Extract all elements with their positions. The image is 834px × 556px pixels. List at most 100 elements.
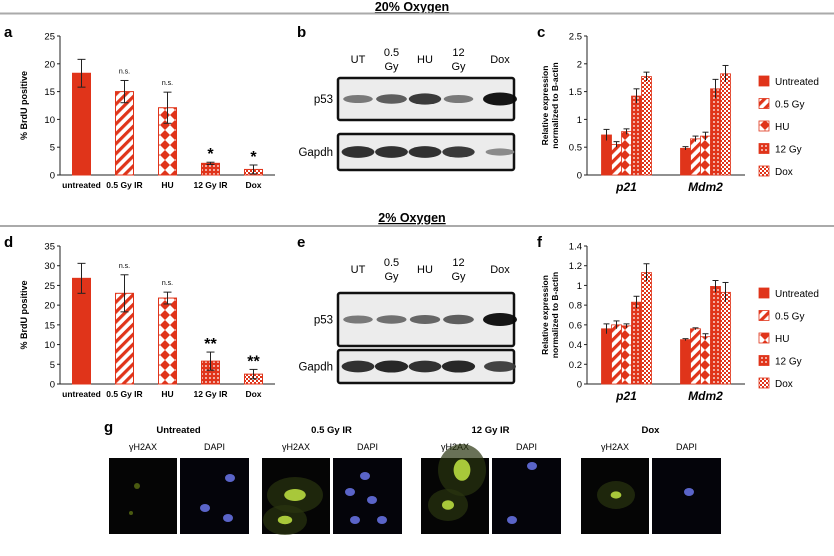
x-category-label: HU (161, 389, 173, 399)
dapi-image (180, 458, 249, 534)
legend-label: HU (775, 334, 789, 345)
bar-mdm2-12-gy (710, 88, 721, 176)
legend-label: 12 Gy (775, 357, 802, 368)
y-tick-label: 1 (577, 115, 582, 126)
bar-p21-0.5-gy (611, 324, 622, 385)
y-tick-label: 0 (577, 380, 582, 391)
protein-band (375, 146, 408, 158)
blot-row-label: Gapdh (298, 362, 333, 374)
y-tick-label: 0.5 (569, 143, 582, 154)
bar-0.5-gy-ir (115, 91, 134, 176)
nucleus (527, 462, 537, 470)
y-tick-label: 0 (50, 171, 55, 182)
gh2ax-image (109, 458, 177, 534)
gh2ax-focus (277, 515, 293, 525)
y-tick-label: 25 (44, 281, 55, 292)
nucleus (360, 472, 370, 480)
y-tick-label: 5 (50, 143, 55, 154)
blot-row-label: p53 (314, 315, 333, 327)
x-category-label: 0.5 Gy IR (106, 389, 142, 399)
x-category-label: untreated (62, 389, 101, 399)
y-tick-label: 1.5 (569, 87, 582, 98)
gh2ax-focus (453, 459, 471, 481)
y-tick-label: 2 (577, 59, 582, 70)
bar-p21-12-gy (631, 95, 642, 176)
y-tick-label: 0.2 (569, 360, 582, 371)
ns-label: n.s. (119, 68, 130, 75)
channel-label-dapi: DAPI (204, 442, 225, 452)
bar-mdm2-dox (720, 73, 731, 176)
lane-label: Gy (451, 61, 466, 73)
protein-band (374, 360, 409, 373)
blot-row-label: Gapdh (298, 147, 333, 159)
nucleus (684, 488, 694, 496)
y-axis-label: Relative expression normalized to B-actin (540, 62, 560, 148)
x-category-label: Mdm2 (688, 180, 723, 194)
bar-mdm2-12-gy (710, 286, 721, 385)
y-axis-label: % BrdU positive (19, 71, 29, 140)
protein-band (408, 93, 442, 105)
y-tick-label: 15 (44, 320, 55, 331)
protein-band (408, 146, 442, 158)
y-tick-label: 5 (50, 360, 55, 371)
dapi-image (492, 458, 561, 534)
legend-label: 0.5 Gy (775, 312, 804, 323)
legend-swatch (758, 75, 770, 87)
y-tick-label: 2.5 (569, 32, 582, 43)
y-tick-label: 20 (44, 301, 55, 312)
condition-label: 0.5 Gy IR (311, 425, 352, 436)
lane-label: UT (351, 54, 366, 66)
section-title-2: 2% Oxygen (378, 211, 445, 225)
ns-label: n.s. (162, 80, 173, 87)
bar-mdm2-untreated (680, 339, 691, 385)
protein-band (483, 92, 517, 106)
y-axis-label-line: normalized to B-actin (550, 62, 560, 148)
nucleus (200, 504, 210, 512)
protein-band (442, 146, 475, 158)
bar-mdm2-dox (720, 291, 731, 385)
protein-band (443, 314, 474, 325)
lane-label: 12 (452, 257, 464, 269)
nucleus (345, 488, 355, 496)
nucleus (507, 516, 517, 524)
lane-label: 0.5 (384, 257, 399, 269)
x-category-label: p21 (615, 180, 637, 194)
nucleus (350, 516, 360, 524)
significance-marker: ** (247, 353, 260, 370)
protein-band (376, 94, 407, 104)
y-tick-label: 0.8 (569, 301, 582, 312)
x-category-label: Dox (245, 180, 261, 190)
gh2ax-focus (610, 491, 622, 499)
protein-band (485, 148, 515, 156)
lane-label: HU (417, 264, 433, 276)
legend-swatch (758, 332, 770, 344)
legend-swatch (758, 310, 770, 321)
chart-d: 0 5 10 15 20 25 30 35 untreated 0.5 Gy IR n.s. HU n.… (19, 242, 275, 399)
bar-hu (158, 297, 177, 385)
legend-swatch (758, 355, 770, 366)
lane-label: HU (417, 54, 433, 66)
lane-label: Gy (384, 271, 399, 283)
legend-swatch (758, 98, 770, 109)
panel-letter-g: g (104, 419, 113, 436)
legend-label: 0.5 Gy (775, 100, 804, 111)
x-category-label: untreated (62, 180, 101, 190)
bar-p21-hu (621, 325, 632, 385)
protein-band (441, 360, 476, 373)
legend-label: Dox (775, 379, 793, 390)
y-tick-label: 0.6 (569, 320, 582, 331)
significance-marker: * (207, 146, 214, 163)
lane-label: Dox (490, 264, 510, 276)
legend-swatch (758, 165, 770, 177)
legend-swatch (758, 143, 770, 154)
bar-mdm2-0.5-gy (690, 138, 701, 176)
bar-untreated (72, 72, 91, 176)
panel-letter-a: a (4, 24, 13, 41)
bar-mdm2-untreated (680, 147, 691, 176)
legend-label: 12 Gy (775, 145, 802, 156)
y-tick-label: 1 (577, 281, 582, 292)
microscopy-group: Untreated γH2AX DAPI (109, 425, 249, 534)
bar-p21-hu (621, 131, 632, 176)
